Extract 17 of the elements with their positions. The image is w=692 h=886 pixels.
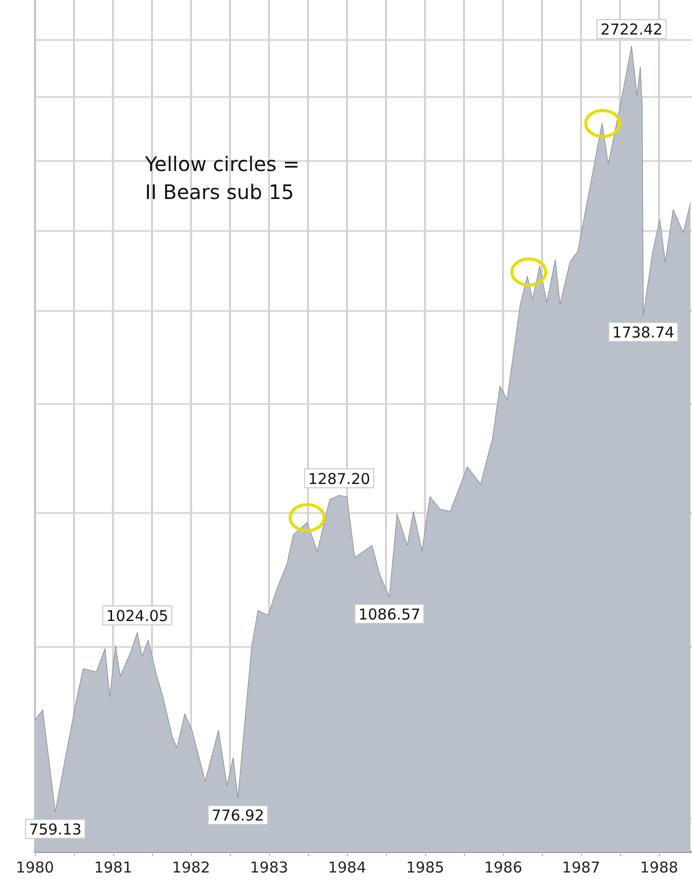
x-tick-label: 1985: [406, 858, 444, 876]
x-tick-label: 1982: [172, 858, 210, 876]
data-label: 1086.57: [358, 605, 420, 624]
annotation: Yellow circles = II Bears sub 15: [145, 151, 300, 206]
x-tick-label: 1983: [250, 858, 288, 876]
data-label: 759.13: [29, 820, 82, 838]
x-tick-label: 1984: [328, 858, 366, 876]
x-tick-label: 1988: [640, 858, 678, 876]
data-label: 776.92: [212, 806, 264, 824]
x-tick-label: 1986: [484, 858, 522, 876]
data-label: 1287.20: [308, 470, 370, 488]
data-label: 1024.05: [106, 606, 168, 625]
data-label: 1738.74: [612, 323, 674, 342]
x-tick-label: 1981: [94, 858, 132, 876]
x-tick-label: 1987: [562, 858, 600, 876]
data-label: 2722.42: [600, 20, 663, 39]
x-tick-label: 1980: [16, 858, 54, 876]
